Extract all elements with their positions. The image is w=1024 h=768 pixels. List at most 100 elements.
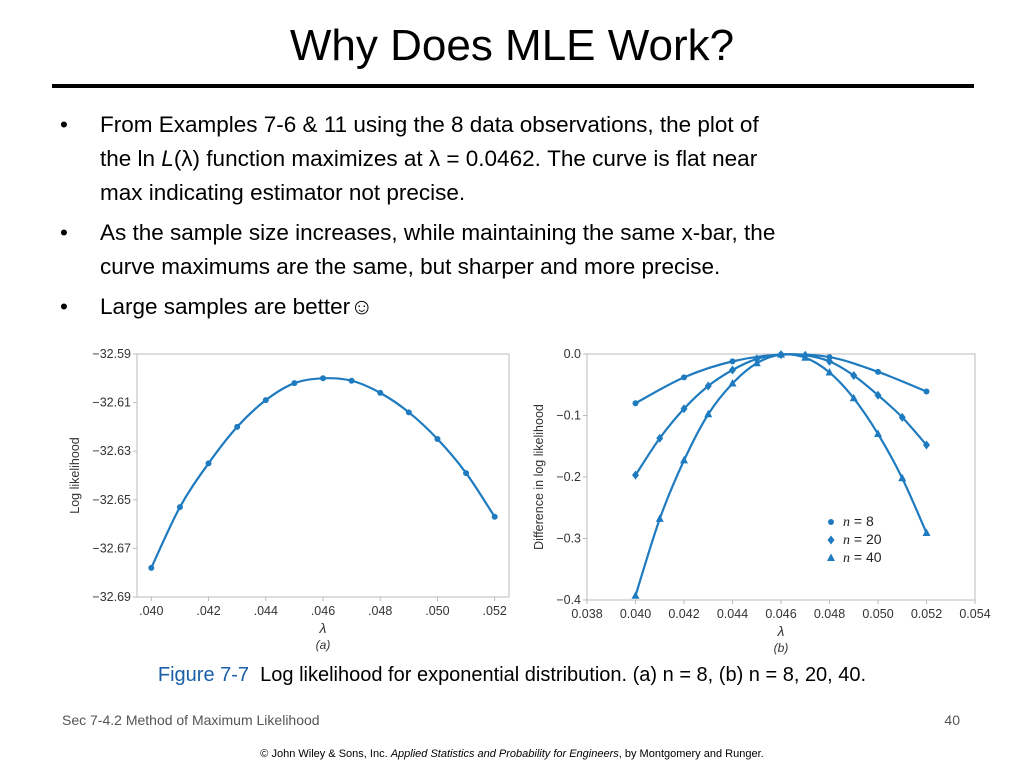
data-point-circle (205, 460, 212, 467)
data-point-diamond (923, 440, 930, 450)
data-point-triangle (631, 591, 640, 599)
legend-symbol: n (843, 533, 850, 548)
x-tick-label: 0.038 (571, 607, 602, 621)
data-point-triangle (728, 379, 737, 387)
data-point-circle (463, 470, 470, 477)
bullet-text: Large samples are better☺ (100, 290, 970, 324)
bullet-item-2: • As the sample size increases, while ma… (60, 216, 970, 284)
y-tick-label: −32.69 (92, 590, 131, 604)
bullet-marker: • (60, 220, 68, 245)
title-divider (52, 84, 974, 88)
y-tick-label: −32.59 (92, 347, 131, 361)
data-point-circle (729, 358, 736, 365)
bullet-item-3: • Large samples are better☺ (60, 290, 970, 324)
legend-marker (828, 519, 834, 525)
panel-label: (b) (774, 641, 789, 655)
data-point-triangle (680, 455, 688, 464)
data-point-diamond (632, 470, 639, 480)
x-tick-label: .042 (196, 604, 220, 618)
data-point-diamond (826, 356, 833, 366)
legend-marker (827, 535, 835, 545)
data-point-circle (491, 513, 498, 520)
bullet-text: From Examples 7-6 & 11 using the 8 data … (100, 108, 970, 210)
bullet-text-line: curve maximums are the same, but sharper… (100, 254, 721, 279)
x-tick-label: 0.040 (620, 607, 651, 621)
legend-value: = 40 (850, 549, 882, 565)
data-point-circle (681, 374, 687, 381)
data-point-circle (234, 423, 241, 430)
x-tick-label: 0.052 (911, 607, 942, 621)
data-point-circle (434, 436, 441, 443)
footer-section: Sec 7-4.2 Method of Maximum Likelihood (62, 712, 320, 728)
y-axis-label: Difference in log likelihood (532, 404, 546, 550)
data-point-diamond (656, 433, 664, 443)
bullet-text-line: the ln L(λ) function maximizes at λ = 0.… (100, 142, 970, 176)
legend-symbol: n (843, 515, 850, 530)
data-point-circle (405, 409, 412, 416)
x-tick-label: 0.046 (765, 607, 796, 621)
data-point-triangle (849, 393, 858, 402)
bullet-text-fragment: Large samples are better (100, 294, 351, 319)
bullet-text-fragment: the ln (100, 146, 162, 171)
y-tick-label: 0.0 (564, 347, 581, 361)
y-axis-label: Log likelihood (68, 437, 82, 513)
chart-b-difference-log-likelihood: 0.0 −0.1 −0.2 −0.3 −0.40.038 0.040 0.042 0.044 0… (532, 347, 991, 655)
series-line-1 (634, 353, 927, 405)
data-point-circle (348, 377, 355, 384)
x-axis-label: λ (319, 620, 327, 636)
data-point-triangle (825, 367, 834, 376)
figure-caption: Figure 7-7 Log likelihood for exponentia… (0, 664, 1024, 687)
legend-value: = 8 (850, 513, 874, 529)
legend-symbol: n (843, 551, 850, 566)
data-point-triangle (801, 353, 810, 361)
chart-a-log-likelihood: −32.59 −32.61 −32.63 −32.65 −32.67 −32.69 .040… (68, 347, 510, 652)
data-point-diamond (898, 412, 906, 422)
x-tick-label: .040 (139, 604, 163, 618)
x-tick-label: 0.050 (862, 607, 893, 621)
bullet-marker: • (60, 294, 68, 319)
x-tick-label: .052 (483, 604, 507, 618)
data-point-circle (262, 397, 269, 404)
data-point-triangle (655, 514, 664, 522)
x-tick-label: .050 (425, 604, 449, 618)
data-point-circle (148, 564, 155, 571)
page-number: 40 (944, 712, 960, 728)
bullet-text-line: From Examples 7-6 & 11 using the 8 data … (100, 112, 759, 137)
slide-title: Why Does MLE Work? (289, 21, 735, 70)
y-tick-label: −0.1 (556, 409, 581, 423)
figure-caption-text: Log likelihood for exponential distribut… (260, 664, 867, 686)
data-point-diamond (874, 390, 882, 400)
data-point-circle (320, 375, 326, 382)
copyright-notice: © John Wiley & Sons, Inc. Applied Statis… (0, 748, 1024, 760)
data-point-diamond (680, 404, 688, 414)
data-point-triangle (752, 358, 761, 367)
likelihood-symbol: L (161, 146, 174, 171)
bullet-text-line: As the sample size increases, while main… (100, 220, 776, 245)
legend-label: n = 20 (843, 531, 882, 548)
y-tick-label: −0.2 (556, 470, 581, 484)
data-point-circle (377, 389, 384, 396)
data-point-circle (875, 368, 881, 375)
data-point-diamond (850, 371, 858, 381)
x-tick-label: .044 (254, 604, 278, 618)
copyright-prefix: © John Wiley & Sons, Inc. (260, 748, 391, 760)
data-point-triangle (898, 473, 907, 482)
smiley-icon: ☺ (350, 294, 374, 319)
x-tick-label: .048 (368, 604, 392, 618)
x-tick-label: 0.054 (959, 607, 990, 621)
bullet-marker: • (60, 112, 68, 137)
book-title: Applied Statistics and Probability for E… (390, 748, 619, 760)
x-axis-label: λ (777, 623, 785, 639)
bullet-text-fragment: (λ) function maximizes at λ = 0.0462. Th… (173, 146, 758, 171)
y-tick-label: −32.67 (92, 541, 131, 555)
bullet-text: As the sample size increases, while main… (100, 216, 970, 284)
x-tick-label: .046 (311, 604, 335, 618)
bullet-text-line: max indicating estimator not precise. (100, 180, 466, 205)
series-line-2 (634, 353, 928, 476)
bullet-list: • From Examples 7-6 & 11 using the 8 dat… (60, 108, 970, 330)
x-tick-label: 0.042 (668, 607, 699, 621)
series-line-3 (634, 353, 928, 597)
legend-marker (827, 553, 835, 561)
y-tick-label: −0.4 (556, 593, 581, 607)
data-point-triangle (704, 409, 713, 418)
